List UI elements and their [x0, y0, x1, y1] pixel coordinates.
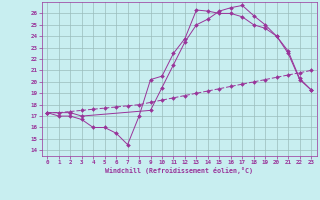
X-axis label: Windchill (Refroidissement éolien,°C): Windchill (Refroidissement éolien,°C)	[105, 167, 253, 174]
